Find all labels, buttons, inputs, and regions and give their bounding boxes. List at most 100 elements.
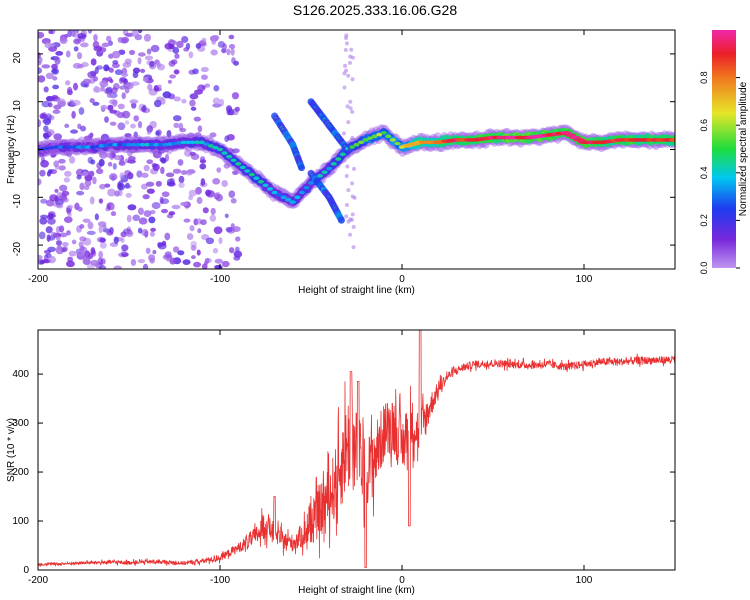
noise-speckle xyxy=(160,198,170,205)
noise-speckle xyxy=(215,193,223,202)
noise-speckle xyxy=(132,214,141,222)
noise-speckle xyxy=(120,36,130,44)
noise-speckle xyxy=(212,103,222,108)
ridge-core xyxy=(212,145,219,150)
noise-speckle xyxy=(125,230,134,238)
noise-speckle xyxy=(224,135,230,143)
noise-speckle xyxy=(172,246,180,253)
noise-speckle xyxy=(141,172,149,178)
noise-speckle xyxy=(119,85,126,90)
noise-speckle xyxy=(190,106,197,111)
noise-speckle xyxy=(157,242,167,250)
colorbar-label: Normalized spectral amplitude xyxy=(738,81,749,216)
ridge-core xyxy=(71,145,78,149)
noise-speckle xyxy=(117,103,125,110)
noise-speckle xyxy=(124,86,130,94)
noise-speckle xyxy=(58,165,66,171)
noise-speckle xyxy=(61,242,69,247)
y-tick-label: 400 xyxy=(12,369,29,380)
noise-speckle xyxy=(65,50,71,58)
ridge-core xyxy=(385,134,392,139)
ridge-core xyxy=(280,195,287,200)
noise-speckle xyxy=(58,184,68,192)
noise-speckle xyxy=(53,160,60,168)
snr-frame xyxy=(37,329,676,571)
noise-speckle xyxy=(79,125,87,132)
x-tick-label: 100 xyxy=(576,274,593,285)
noise-speckle xyxy=(225,226,233,233)
colorbar: 0.0 0.2 0.4 0.6 0.8 Normalized spectral ampli… xyxy=(699,30,749,274)
noise-speckle xyxy=(127,204,137,211)
ridge-core xyxy=(298,190,305,195)
spectrogram-heatmap xyxy=(38,30,675,269)
ridge-core xyxy=(139,142,146,147)
noise-speckle xyxy=(349,47,354,52)
ridge-core xyxy=(371,134,378,139)
noise-speckle xyxy=(348,106,353,111)
ridge-core xyxy=(48,145,55,150)
ridge-core xyxy=(171,141,178,146)
noise-speckle xyxy=(124,120,130,125)
noise-speckle xyxy=(142,194,150,200)
noise-speckle xyxy=(350,212,355,217)
noise-speckle xyxy=(38,254,43,260)
x-axis-label: Height of straight line (km) xyxy=(298,585,415,596)
noise-speckle xyxy=(132,71,139,79)
noise-speckle xyxy=(133,115,140,122)
noise-speckle xyxy=(76,249,86,257)
noise-speckle xyxy=(151,201,161,210)
noise-speckle xyxy=(43,86,49,93)
noise-speckle xyxy=(232,148,240,154)
noise-speckle xyxy=(156,62,162,68)
ridge-core xyxy=(271,190,278,195)
noise-speckle xyxy=(140,183,148,190)
ridge-core xyxy=(121,142,128,147)
noise-speckle xyxy=(105,66,110,71)
noise-speckle xyxy=(183,218,191,223)
noise-speckle xyxy=(110,211,117,217)
noise-speckle xyxy=(200,219,207,226)
noise-speckle xyxy=(168,60,176,67)
noise-speckle xyxy=(148,216,156,224)
noise-speckle xyxy=(165,172,175,178)
noise-speckle xyxy=(146,130,152,135)
noise-speckle xyxy=(350,109,355,114)
noise-speckle xyxy=(133,131,138,139)
ridge-core xyxy=(335,157,342,161)
noise-speckle xyxy=(129,99,139,104)
noise-speckle xyxy=(42,132,49,138)
ridge-core xyxy=(153,142,160,147)
noise-speckle xyxy=(61,190,70,197)
noise-speckle xyxy=(67,212,72,218)
ridge-core xyxy=(257,179,264,184)
noise-speckle xyxy=(212,247,219,254)
noise-speckle xyxy=(41,100,51,108)
noise-speckle xyxy=(66,230,71,236)
ridge-core xyxy=(85,145,92,149)
noise-speckle xyxy=(149,257,155,264)
noise-speckle xyxy=(71,239,77,245)
noise-speckle xyxy=(348,217,353,222)
noise-speckle xyxy=(227,108,235,116)
noise-speckle xyxy=(232,170,239,176)
noise-speckle xyxy=(109,173,118,181)
noise-speckle xyxy=(55,236,61,241)
noise-speckle xyxy=(51,63,58,70)
noise-speckle xyxy=(117,181,122,188)
ridge-core xyxy=(226,154,233,159)
noise-speckle xyxy=(341,131,346,136)
x-tick-label: 100 xyxy=(576,575,593,586)
noise-speckle xyxy=(120,237,125,243)
noise-speckle xyxy=(210,207,216,215)
noise-speckle xyxy=(77,206,83,212)
noise-speckle xyxy=(224,213,229,219)
noise-speckle xyxy=(152,249,157,255)
noise-speckle xyxy=(78,107,85,115)
noise-speckle xyxy=(348,60,353,65)
noise-speckle xyxy=(67,204,74,209)
noise-speckle xyxy=(88,170,95,177)
noise-speckle xyxy=(98,265,107,269)
ridge-core xyxy=(348,145,355,149)
noise-speckle xyxy=(113,236,119,244)
